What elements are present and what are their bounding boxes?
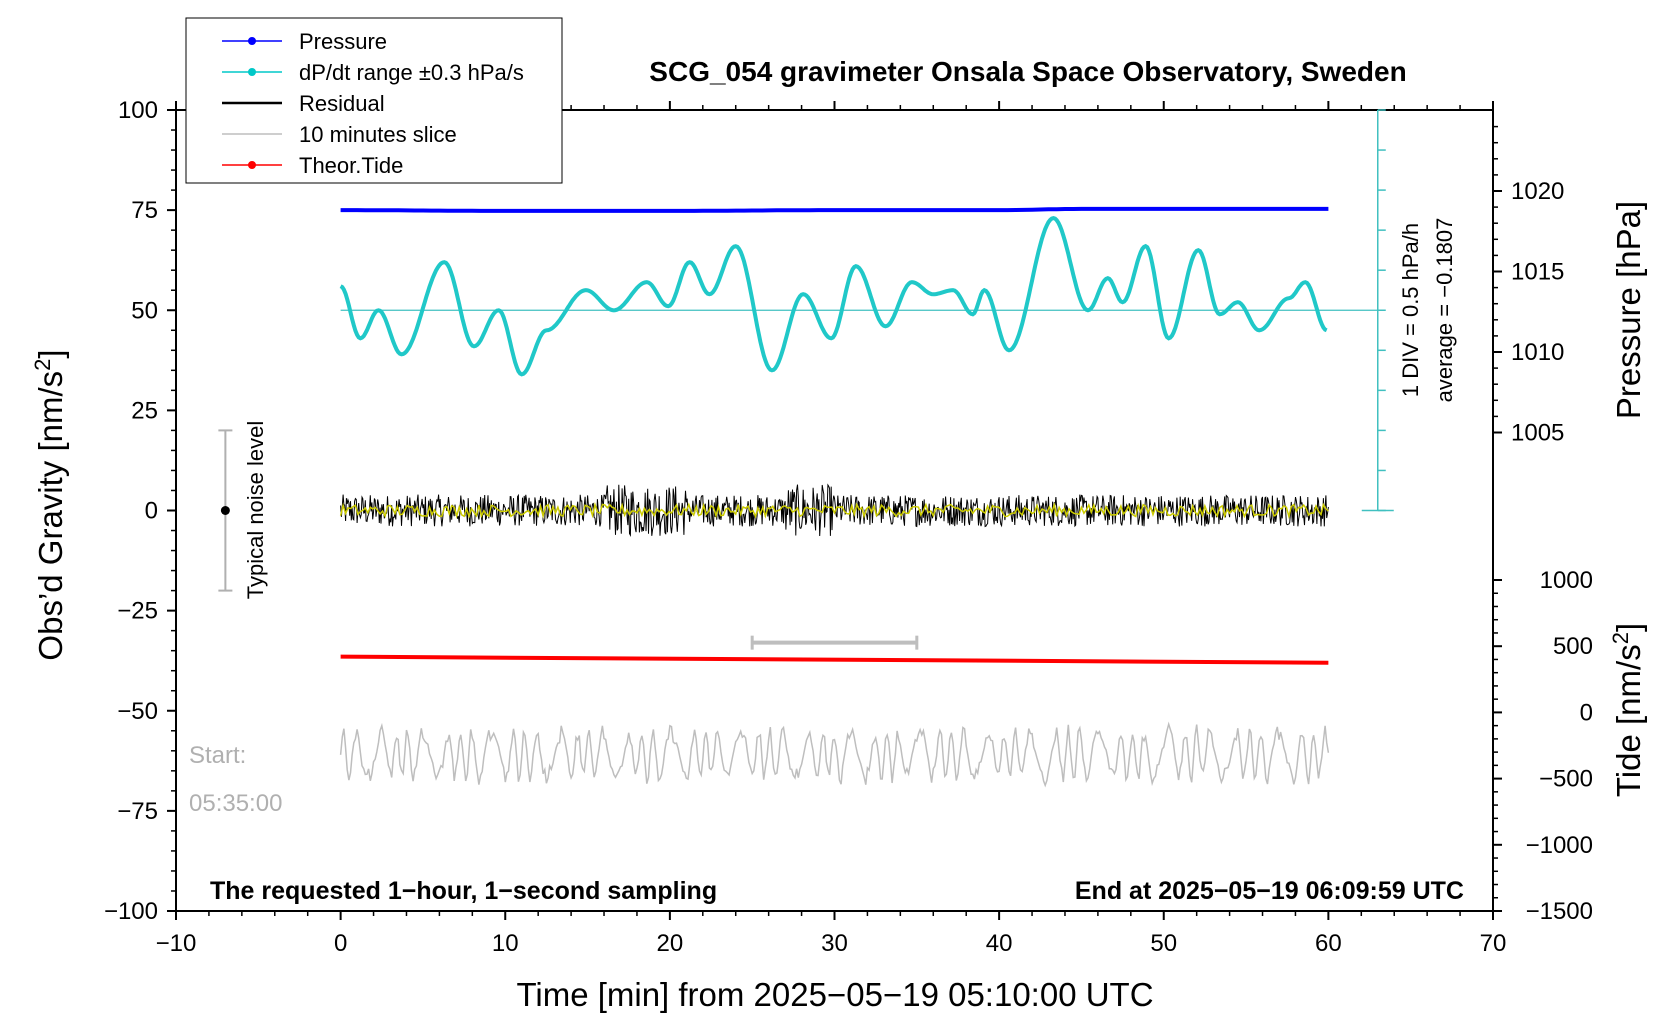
x-tick-label: 0 [334, 930, 347, 957]
y-tick-label: −75 [117, 798, 158, 825]
y-tick-label: 75 [131, 197, 158, 224]
y-tick-label: 100 [118, 97, 158, 124]
y-tick-label: 50 [131, 297, 158, 324]
y-tick-label: −50 [117, 698, 158, 725]
x-tick-label: 70 [1480, 930, 1507, 957]
tide-tick-label: −500 [1539, 766, 1593, 793]
tide-tick-label: −1500 [1526, 898, 1593, 925]
data-series [218, 206, 1330, 788]
legend-label: Pressure [299, 29, 387, 54]
residual-line [340, 483, 1329, 538]
legend: Pressure dP/dt range ±0.3 hPa/s Residual 10… [185, 17, 563, 184]
left-axis-title: Obs’d Gravity [nm/s2] [30, 349, 70, 660]
dpdt-scale-label-2: average = −0.1807 [1432, 218, 1457, 403]
x-tick-label: 60 [1315, 930, 1342, 957]
start-time-label: 05:35:00 [189, 790, 282, 817]
pressure-tick-label: 1020 [1511, 178, 1564, 205]
x-tick-label: −10 [156, 930, 197, 957]
footer-left: The requested 1−hour, 1−second sampling [210, 877, 717, 905]
y-tick-label: 25 [131, 397, 158, 424]
legend-marker [248, 68, 256, 76]
chart-title: SCG_054 gravimeter Onsala Space Observat… [649, 56, 1406, 87]
pressure-tick-label: 1010 [1511, 339, 1564, 366]
pressure-line [340, 206, 1329, 213]
legend-label: Residual [299, 91, 385, 116]
dpdt-line [339, 216, 1328, 377]
x-tick-label: 30 [821, 930, 848, 957]
dpdt-scale-label-1: 1 DIV = 0.5 hPa/h [1398, 223, 1423, 397]
pressure-tick-label: 1005 [1511, 420, 1564, 447]
y-tick-label: 0 [145, 498, 158, 525]
pressure-axis-title: Pressure [hPa] [1610, 201, 1647, 419]
tide-tick-label: 0 [1580, 699, 1593, 726]
legend-box [185, 17, 563, 184]
tide-tick-label: −1000 [1526, 832, 1593, 859]
x-axis-title: Time [min] from 2025−05−19 05:10:00 UTC [516, 976, 1153, 1013]
noise-center-dot [220, 506, 230, 515]
x-tick-label: 40 [986, 930, 1013, 957]
tide-axis-title: Tide [nm/s2] [1608, 623, 1648, 797]
slice-waveform [339, 721, 1330, 788]
residual-smoothed-line [339, 501, 1329, 520]
x-tick-label: 20 [657, 930, 684, 957]
legend-marker [248, 161, 256, 169]
legend-label: dP/dt range ±0.3 hPa/s [299, 60, 524, 85]
tide-tick-label: 500 [1553, 633, 1593, 660]
axis-ticks: −10 0 10 20 30 40 50 60 701007550250−25−50−75−10… [104, 97, 1593, 957]
reference-lines [340, 109, 1394, 512]
legend-label: 10 minutes slice [299, 122, 457, 147]
tide-tick-label: 1000 [1540, 567, 1593, 594]
legend-marker [248, 37, 256, 45]
legend-label: Theor.Tide [299, 153, 403, 178]
start-label: Start: [189, 742, 246, 769]
x-tick-label: 10 [492, 930, 519, 957]
y-tick-label: −25 [117, 598, 158, 625]
noise-level-label: Typical noise level [243, 421, 268, 600]
footer-right: End at 2025−05−19 06:09:59 UTC [1075, 877, 1464, 905]
pressure-tick-label: 1015 [1511, 259, 1564, 286]
theoretical-tide-line [340, 654, 1329, 665]
y-tick-label: −100 [104, 898, 158, 925]
x-tick-label: 50 [1150, 930, 1177, 957]
